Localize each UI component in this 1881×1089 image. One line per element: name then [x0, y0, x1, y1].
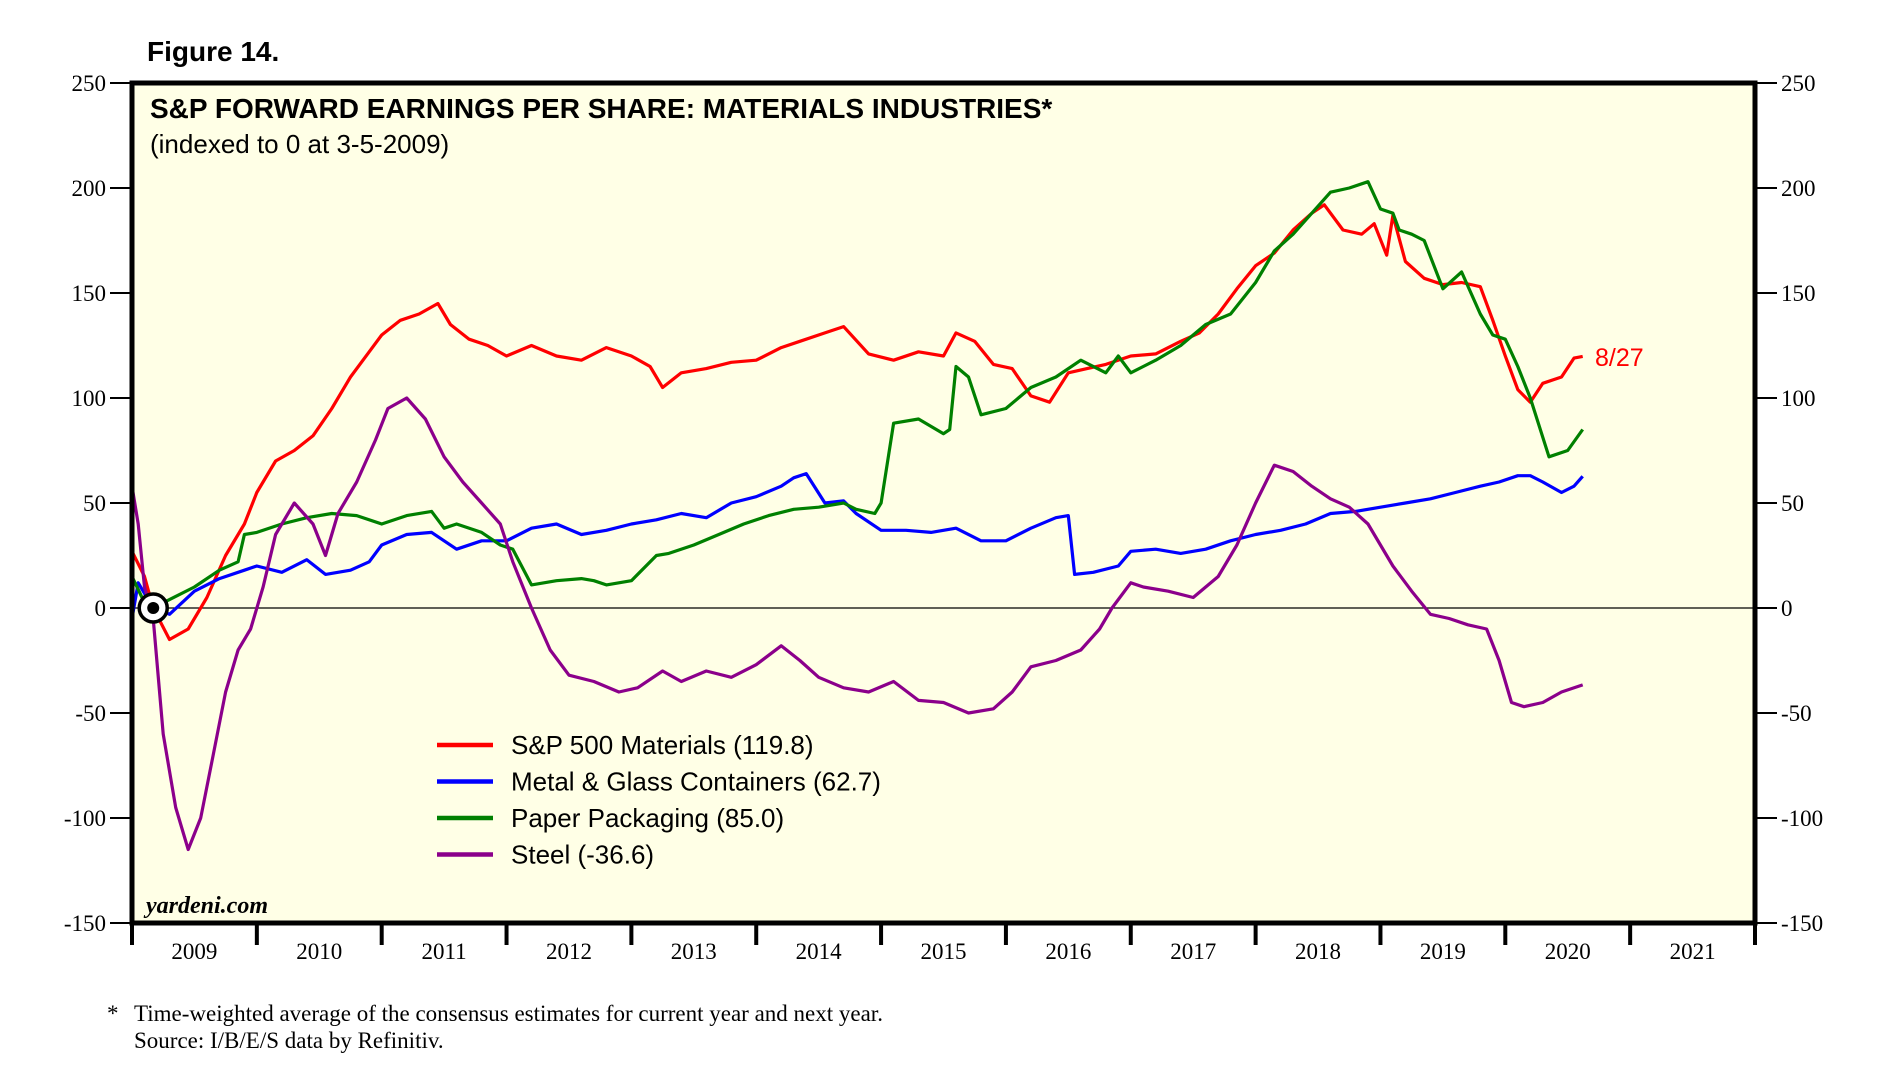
series-line-3: [130, 396, 1584, 852]
y-tick-label-left: 0: [95, 596, 107, 621]
x-tick-label: 2018: [1295, 939, 1341, 964]
y-tick-label-right: 50: [1781, 491, 1804, 516]
x-tick-label: 2020: [1545, 939, 1591, 964]
footnote-marker: *: [107, 1001, 119, 1026]
y-tick-label-right: 0: [1781, 596, 1793, 621]
y-tick-label-right: 200: [1781, 176, 1816, 201]
x-tick-label: 2015: [921, 939, 967, 964]
y-tick-label-left: 100: [72, 386, 107, 411]
x-axis: 2009 2010 2011 2012 2013 2014 2015 2016 2017 2018…: [130, 923, 1757, 964]
series-layer: [130, 180, 1585, 852]
watermark: yardeni.com: [143, 893, 268, 919]
legend-label: Metal & Glass Containers (62.7): [511, 767, 881, 797]
x-tick-label: 2012: [546, 939, 592, 964]
y-tick-label-left: 200: [72, 176, 107, 201]
index-marker-dot: [147, 602, 160, 614]
series-line-0: [130, 203, 1584, 642]
plot-background: [132, 83, 1755, 923]
footnote: * Time-weighted average of the consensus…: [107, 1000, 883, 1054]
index-marker-layer: [137, 592, 169, 624]
figure-label: Figure 14.: [147, 36, 280, 67]
series-line-2: [130, 180, 1585, 610]
x-tick-label: 2016: [1045, 939, 1091, 964]
series-line-1: [130, 472, 1584, 619]
x-tick-label: 2019: [1420, 939, 1466, 964]
x-tick-label: 2010: [296, 939, 342, 964]
chart-subtitle: (indexed to 0 at 3-5-2009): [150, 129, 449, 159]
x-tick-label: 2009: [171, 939, 217, 964]
y-axis-right: -150 -100 -50 0 50 100 150 200 250: [1755, 71, 1823, 936]
y-tick-label-left: -100: [64, 806, 106, 831]
x-tick-label: 2014: [796, 939, 843, 964]
y-axis-left: -150 -100 -50 0 50 100 150 200 250: [64, 71, 132, 936]
y-tick-label-left: 150: [72, 281, 107, 306]
chart-title: S&P FORWARD EARNINGS PER SHARE: MATERIAL…: [150, 93, 1052, 124]
y-tick-label-right: 150: [1781, 281, 1816, 306]
x-tick-label: 2011: [422, 939, 467, 964]
x-tick-label: 2017: [1170, 939, 1216, 964]
footnote-line-1: Time-weighted average of the consensus e…: [134, 1001, 883, 1026]
x-tick-label: 2013: [671, 939, 717, 964]
x-tick-label: 2021: [1670, 939, 1716, 964]
y-tick-label-left: 250: [72, 71, 107, 96]
legend: S&P 500 Materials (119.8) Metal & Glass C…: [437, 730, 881, 870]
y-tick-label-right: -50: [1781, 701, 1812, 726]
y-tick-label-left: 50: [83, 491, 106, 516]
y-tick-label-right: 100: [1781, 386, 1816, 411]
footnote-source: Source: I/B/E/S data by Refinitiv.: [134, 1028, 444, 1053]
y-tick-label-right: 250: [1781, 71, 1816, 96]
y-tick-label-left: -150: [64, 911, 106, 936]
y-tick-label-right: -100: [1781, 806, 1823, 831]
y-tick-label-right: -150: [1781, 911, 1823, 936]
legend-label: Paper Packaging (85.0): [511, 803, 784, 833]
y-tick-label-left: -50: [75, 701, 106, 726]
end-date-label: 8/27: [1595, 344, 1644, 372]
legend-label: Steel (-36.6): [511, 840, 654, 870]
legend-label: S&P 500 Materials (119.8): [511, 730, 814, 760]
